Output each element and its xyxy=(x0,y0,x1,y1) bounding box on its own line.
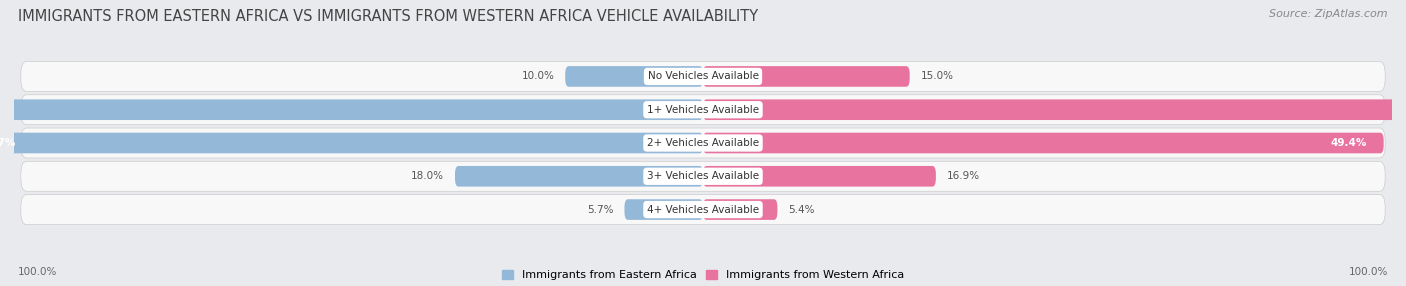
FancyBboxPatch shape xyxy=(703,100,1406,120)
Text: 5.4%: 5.4% xyxy=(789,204,815,214)
FancyBboxPatch shape xyxy=(703,166,936,186)
Text: 18.0%: 18.0% xyxy=(411,171,444,181)
Text: 10.0%: 10.0% xyxy=(522,72,554,82)
Text: 15.0%: 15.0% xyxy=(921,72,953,82)
FancyBboxPatch shape xyxy=(703,199,778,220)
Text: 16.9%: 16.9% xyxy=(946,171,980,181)
Text: IMMIGRANTS FROM EASTERN AFRICA VS IMMIGRANTS FROM WESTERN AFRICA VEHICLE AVAILAB: IMMIGRANTS FROM EASTERN AFRICA VS IMMIGR… xyxy=(18,9,758,23)
Text: 53.7%: 53.7% xyxy=(0,138,15,148)
Text: Source: ZipAtlas.com: Source: ZipAtlas.com xyxy=(1270,9,1388,19)
FancyBboxPatch shape xyxy=(703,133,1384,153)
Text: No Vehicles Available: No Vehicles Available xyxy=(648,72,758,82)
FancyBboxPatch shape xyxy=(565,66,703,87)
Text: 100.0%: 100.0% xyxy=(18,267,58,277)
FancyBboxPatch shape xyxy=(0,133,703,153)
FancyBboxPatch shape xyxy=(21,194,1385,225)
Text: 1+ Vehicles Available: 1+ Vehicles Available xyxy=(647,105,759,115)
FancyBboxPatch shape xyxy=(456,166,703,186)
Text: 49.4%: 49.4% xyxy=(1330,138,1367,148)
FancyBboxPatch shape xyxy=(21,61,1385,92)
Text: 3+ Vehicles Available: 3+ Vehicles Available xyxy=(647,171,759,181)
FancyBboxPatch shape xyxy=(0,100,703,120)
FancyBboxPatch shape xyxy=(703,66,910,87)
Legend: Immigrants from Eastern Africa, Immigrants from Western Africa: Immigrants from Eastern Africa, Immigran… xyxy=(502,270,904,281)
Text: 4+ Vehicles Available: 4+ Vehicles Available xyxy=(647,204,759,214)
FancyBboxPatch shape xyxy=(21,128,1385,158)
Text: 2+ Vehicles Available: 2+ Vehicles Available xyxy=(647,138,759,148)
FancyBboxPatch shape xyxy=(624,199,703,220)
FancyBboxPatch shape xyxy=(21,161,1385,191)
Text: 100.0%: 100.0% xyxy=(1348,267,1388,277)
FancyBboxPatch shape xyxy=(21,95,1385,125)
Text: 5.7%: 5.7% xyxy=(586,204,613,214)
